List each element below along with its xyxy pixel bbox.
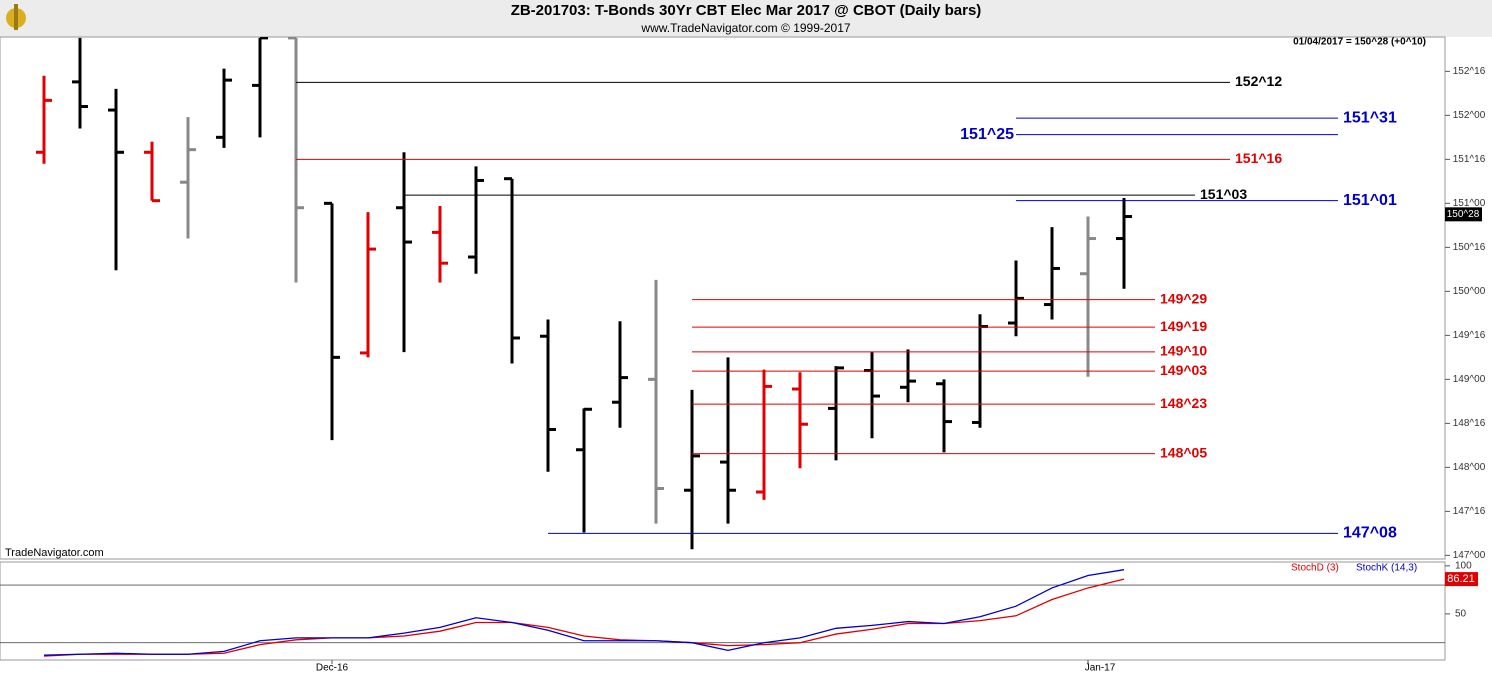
level-label: 149^03	[1160, 362, 1207, 378]
y-tick-label: 150^00	[1453, 286, 1486, 297]
level-label: 149^29	[1160, 290, 1207, 306]
quote: 01/04/2017 = 150^28 (+0^10)	[1293, 37, 1426, 48]
y-tick-label: 50	[1455, 609, 1467, 620]
logo	[6, 4, 26, 30]
x-tick-label: Jan-17	[1085, 663, 1116, 674]
chart-title: ZB-201703: T-Bonds 30Yr CBT Elec Mar 201…	[511, 2, 982, 19]
level-label: 148^05	[1160, 444, 1207, 460]
price-plot	[36, 37, 1132, 550]
level-label: 151^25	[960, 126, 1014, 143]
header-band	[0, 0, 1492, 37]
x-tick-label: Dec-16	[316, 663, 349, 674]
y-tick-label: 152^00	[1453, 110, 1486, 121]
legend-entry: StochK (14,3)	[1356, 563, 1417, 574]
y-tick-label: 151^16	[1453, 154, 1486, 165]
y-tick-label: 148^00	[1453, 462, 1486, 473]
stoch-line	[43, 569, 1125, 656]
level-label: 151^01	[1343, 192, 1397, 209]
level-label: 151^03	[1200, 186, 1247, 202]
last-price-label: 150^28	[1447, 209, 1480, 220]
stoch-panel	[0, 561, 1446, 661]
y-tick-label: 152^16	[1453, 66, 1486, 77]
y-tick-label: 100	[1455, 560, 1472, 571]
value-label: 86.21	[1447, 573, 1475, 585]
y-tick-label: 151^00	[1453, 198, 1486, 209]
level-label: 149^19	[1160, 318, 1207, 334]
y-tick-label: 149^16	[1453, 330, 1486, 341]
y-tick-label: 150^16	[1453, 242, 1486, 253]
value-box	[1445, 572, 1478, 587]
price-panel	[0, 36, 1446, 560]
level-label: 152^12	[1235, 73, 1282, 89]
level-label: 149^10	[1160, 343, 1207, 359]
y-tick-label: 147^16	[1453, 506, 1486, 517]
y-tick-label: 147^00	[1453, 550, 1486, 561]
watermark: TradeNavigator.com	[5, 547, 104, 559]
y-tick-label: 148^16	[1453, 418, 1486, 429]
subtitle: www.TradeNavigator.com © 1999-2017	[640, 21, 850, 35]
level-label: 151^16	[1235, 150, 1282, 166]
last-price-box	[1445, 207, 1482, 222]
y-tick-label: 149^00	[1453, 374, 1486, 385]
level-label: 148^23	[1160, 395, 1207, 411]
level-label: 151^31	[1343, 109, 1397, 126]
legend-entry: StochD (3)	[1291, 563, 1339, 574]
level-label: 147^08	[1343, 525, 1397, 542]
